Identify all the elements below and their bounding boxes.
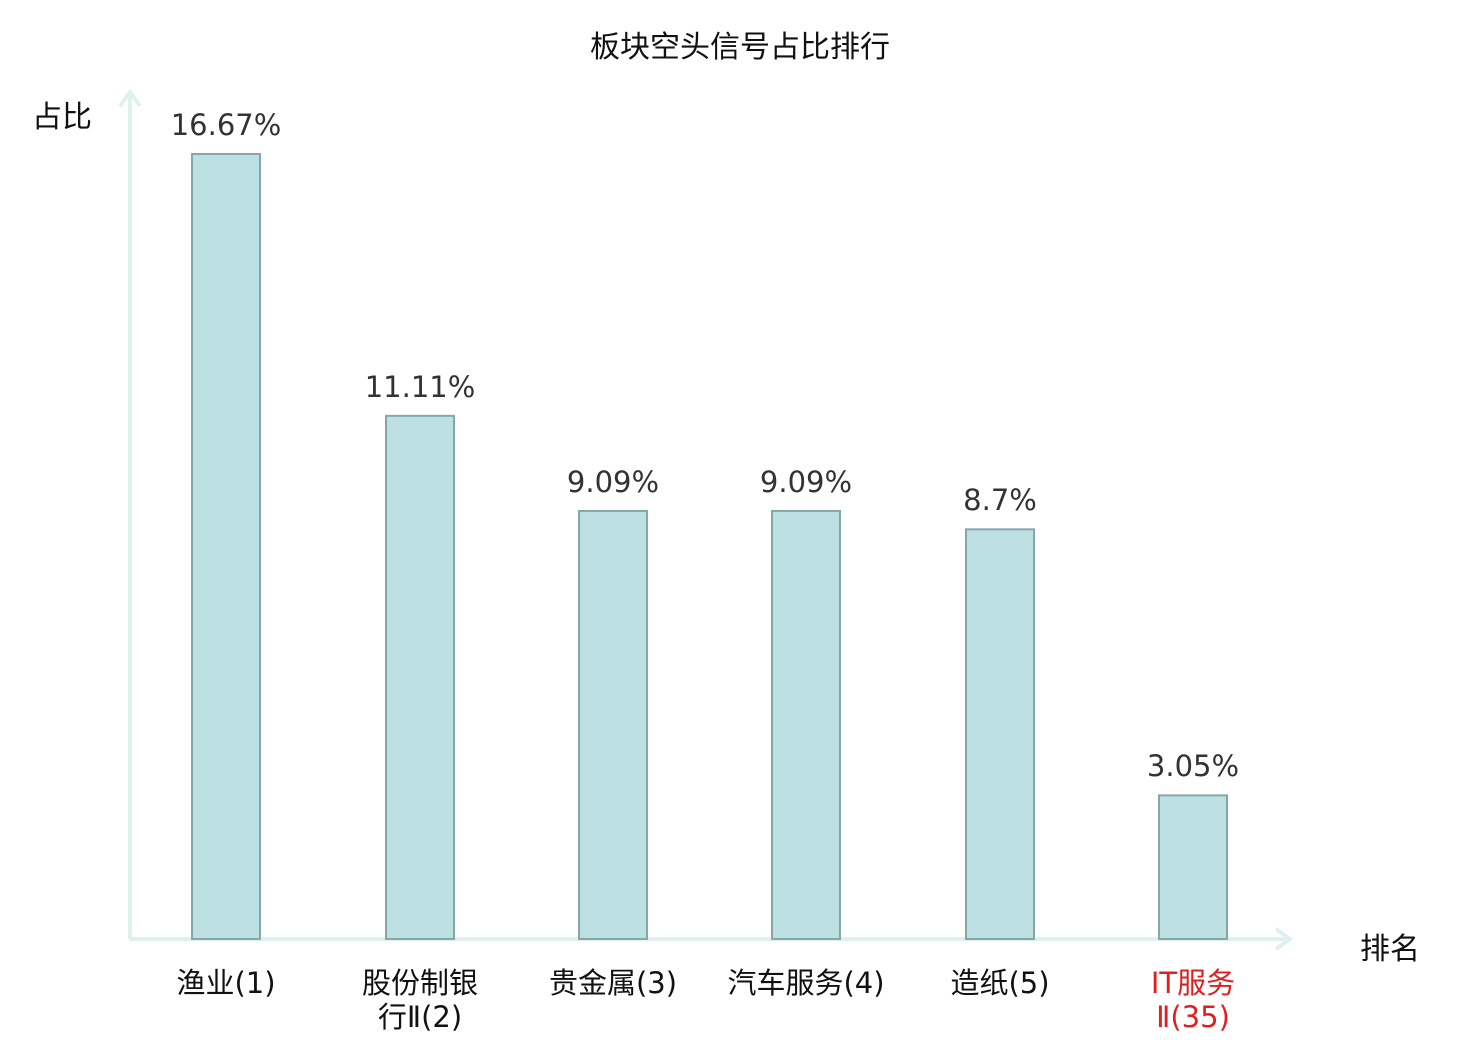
y-axis-label: 占比 (32, 100, 92, 135)
value-label: 9.09% (759, 464, 853, 499)
bar-5 (965, 528, 1035, 940)
category-label: 贵金属(3) (513, 966, 713, 1000)
category-label-line: 渔业(1) (176, 966, 276, 1000)
category-label: 渔业(1) (126, 966, 326, 1000)
bar-6 (1158, 794, 1228, 940)
category-label-line: 行Ⅱ(2) (377, 1000, 463, 1034)
x-axis-arrow-icon (1274, 927, 1294, 951)
y-axis-arrow-icon (118, 88, 142, 108)
value-label: 16.67% (170, 108, 282, 142)
bar-4 (771, 509, 841, 940)
category-label: 造纸(5) (900, 966, 1100, 1000)
category-label: IT服务 Ⅱ(35) (1093, 966, 1293, 1034)
bar-3 (578, 509, 648, 940)
bar-2 (385, 414, 455, 941)
category-label-line: IT服务 (1150, 966, 1236, 1000)
bars-group (191, 153, 1228, 941)
axes (118, 88, 1294, 951)
chart-title: 板块空头信号占比排行 (590, 30, 890, 65)
category-label-line: Ⅱ(35) (1156, 1000, 1230, 1034)
category-label: 汽车服务(4) (706, 966, 906, 1000)
x-axis-label: 排名 (1360, 932, 1420, 967)
category-label-line: 造纸(5) (950, 966, 1050, 1000)
value-label: 9.09% (566, 464, 660, 499)
value-label: 11.11% (364, 369, 476, 404)
category-label-line: 贵金属(3) (548, 966, 678, 1000)
category-label: 股份制银 行Ⅱ(2) (320, 966, 520, 1034)
value-label: 3.05% (1146, 749, 1240, 784)
category-label-line: 汽车服务(4) (727, 966, 885, 1000)
bar-1 (191, 153, 261, 940)
value-label: 8.7% (963, 483, 1037, 518)
category-label-line: 股份制银 (361, 966, 478, 1000)
